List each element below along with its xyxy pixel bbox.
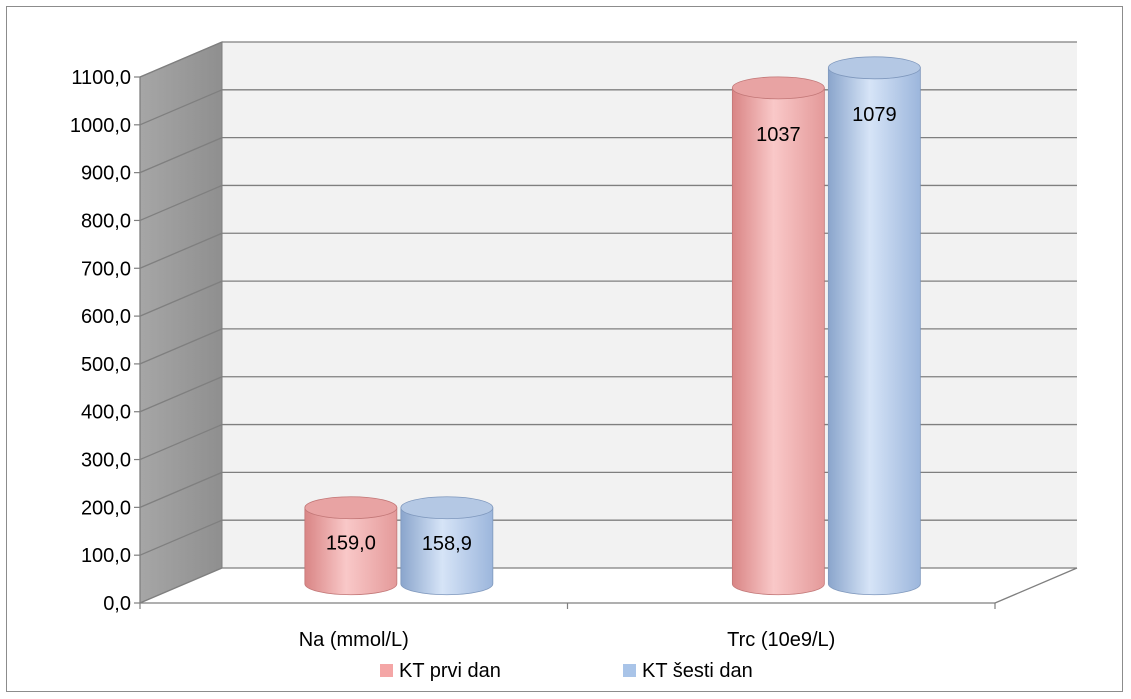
back-wall [222,42,1077,568]
y-tick-label: 900,0 [81,163,131,185]
gridline-diagonal [139,232,223,269]
gridline-diagonal [139,471,223,508]
bar-top [827,56,921,80]
floor [140,568,1077,603]
legend: KT prvi dan KT šesti dan [380,660,753,682]
data-label: 158,9 [422,533,472,555]
gridline-diagonal [139,376,223,413]
bar-body [731,87,825,596]
gridline-diagonal [139,137,223,174]
bar-body [827,67,921,596]
y-tick-label: 600,0 [81,306,131,328]
gridline-diagonal [139,184,223,222]
y-tick-label: 400,0 [81,402,131,424]
bar-body [304,507,398,596]
y-tick-label: 200,0 [81,497,131,519]
y-tick-label: 300,0 [81,450,131,472]
y-tick-label: 0,0 [103,593,131,615]
x-tick-label: Na (mmol/L) [299,629,409,651]
data-labels: 159,0 158,9 1037 1079 [326,104,897,555]
chart-walls [139,41,1077,604]
x-tick-label: Trc (10e9/L) [727,629,835,651]
gridline-diagonal [139,519,223,556]
bar [400,496,494,596]
legend-swatch-series-2 [623,664,636,677]
gridline-diagonal [139,41,223,78]
bars [304,56,921,596]
data-label: 1037 [756,124,801,146]
bar-top [400,496,494,520]
floor-edge [994,567,1078,604]
y-tick-label: 800,0 [81,210,131,232]
gridline-diagonal [139,280,223,317]
legend-label-series-2: KT šesti dan [642,660,753,682]
x-axis: Na (mmol/L) Trc (10e9/L) [139,603,996,651]
y-tick-label: 700,0 [81,258,131,280]
y-tick-label: 1000,0 [70,115,131,137]
y-tick-label: 1100,0 [71,67,131,89]
y-axis: 0,0 100,0 200,0 300,0 400,0 500,0 600,0 700,0 80… [70,67,140,615]
data-label: 1079 [852,104,897,126]
y-tick-label: 100,0 [81,545,131,567]
gridline-diagonal [139,328,223,365]
legend-label-series-1: KT prvi dan [399,660,501,682]
y-tick-label: 500,0 [81,354,131,376]
bar-top [304,496,398,520]
gridline-diagonal [139,567,223,604]
gridline-diagonal [139,423,223,461]
bar-body [400,507,494,596]
data-label: 159,0 [326,533,376,555]
side-wall [139,41,223,604]
bar [731,76,825,596]
legend-swatch-series-1 [380,664,393,677]
gridline-diagonal [139,89,223,126]
bar-top [731,76,825,100]
bar [304,496,398,596]
bar [827,56,921,596]
